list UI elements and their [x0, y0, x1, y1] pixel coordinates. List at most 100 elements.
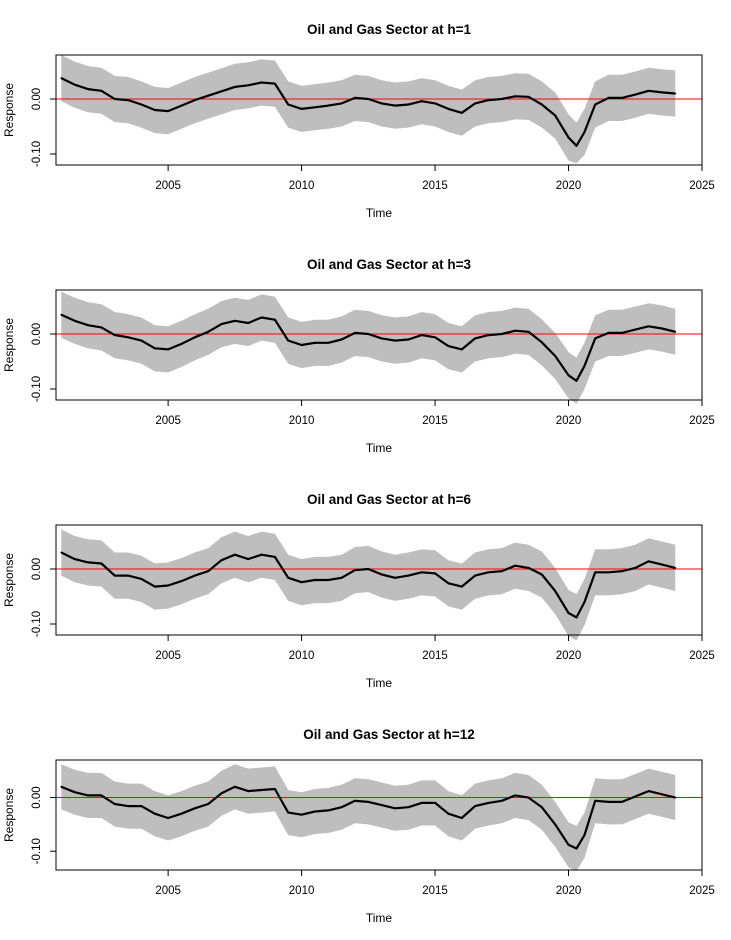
x-tick-label: 2020 [556, 885, 582, 897]
data-point [113, 98, 116, 100]
data-point [567, 374, 570, 377]
data-point [167, 110, 170, 112]
data-point [314, 579, 316, 581]
y-tick-label: -0.10 [31, 611, 43, 637]
x-axis-label: Time [366, 911, 393, 925]
data-point [247, 84, 250, 87]
chart-title: Oil and Gas Sector at h=1 [307, 22, 471, 37]
plot-frame [55, 289, 703, 401]
data-point [583, 601, 586, 603]
data-point [527, 796, 530, 799]
data-point [540, 341, 543, 344]
data-point [100, 89, 103, 92]
x-tick-label: 2005 [155, 180, 181, 192]
data-point [514, 329, 516, 332]
x-tick-label: 2015 [422, 885, 448, 897]
data-point [60, 313, 63, 316]
data-point [621, 97, 623, 99]
data-point [87, 88, 89, 90]
data-point [567, 136, 570, 139]
data-point [354, 799, 356, 802]
data-point [621, 801, 623, 803]
data-point [287, 811, 290, 814]
x-tick-label: 2005 [155, 415, 181, 427]
response-line [60, 313, 676, 382]
data-point [193, 99, 196, 101]
data-point [314, 106, 316, 109]
data-point [73, 319, 76, 322]
data-point [487, 802, 490, 804]
data-point [634, 93, 637, 96]
data-point [274, 788, 276, 790]
data-point [60, 551, 63, 554]
data-point [540, 573, 543, 576]
data-point [434, 572, 436, 575]
data-point [474, 805, 476, 807]
data-point [394, 576, 396, 579]
data-point [327, 341, 330, 344]
data-point [167, 817, 170, 819]
data-point [407, 103, 410, 106]
data-point [207, 94, 210, 97]
data-point [420, 571, 423, 574]
data-point [500, 799, 503, 802]
data-point [314, 341, 316, 344]
chart-panel-3: Oil and Gas Sector at h=6 2005 2010 2015 202… [2, 492, 715, 690]
data-point [661, 91, 663, 94]
y-tick-label: -0.10 [31, 376, 43, 402]
data-point [575, 144, 578, 147]
data-point [73, 558, 76, 560]
x-tick-label: 2010 [289, 415, 315, 427]
data-point [394, 339, 396, 342]
data-point [127, 99, 129, 101]
data-point [487, 99, 490, 101]
data-point [220, 323, 223, 325]
data-point [634, 567, 637, 569]
data-point [180, 343, 183, 345]
data-point [234, 553, 236, 556]
data-point [460, 817, 463, 819]
y-axis-label: Response [2, 83, 16, 137]
data-point [300, 813, 303, 816]
data-point [153, 585, 156, 588]
response-line [60, 551, 676, 619]
data-point [474, 102, 476, 105]
data-point [180, 812, 183, 815]
response-line [60, 785, 676, 850]
data-point [153, 109, 156, 111]
data-point [647, 790, 650, 792]
chart-title: Oil and Gas Sector at h=3 [307, 257, 471, 272]
data-point [314, 810, 316, 813]
data-point [567, 843, 570, 846]
data-point [394, 104, 396, 107]
data-point [274, 318, 276, 321]
data-point [87, 561, 89, 564]
data-point [583, 834, 586, 836]
data-point [674, 567, 677, 569]
x-tick-label: 2020 [556, 180, 582, 192]
data-point [554, 823, 557, 826]
x-tick-label: 2005 [155, 885, 181, 897]
confidence-band [61, 529, 676, 641]
data-point [661, 327, 663, 330]
y-tick-label: 0.00 [31, 323, 43, 345]
data-point [583, 365, 586, 367]
y-axis-label: Response [2, 788, 16, 842]
data-point [447, 345, 450, 347]
data-point [113, 334, 116, 336]
x-tick-label: 2020 [556, 415, 582, 427]
x-tick-label: 2020 [556, 650, 582, 662]
data-point [340, 338, 343, 341]
data-point [594, 799, 597, 802]
x-tick-label: 2015 [422, 180, 448, 192]
data-point [260, 553, 263, 556]
data-point [514, 564, 516, 567]
data-point [287, 339, 290, 342]
data-point [60, 77, 63, 79]
response-line [60, 77, 676, 147]
data-point [661, 563, 663, 566]
data-point [260, 316, 263, 319]
data-point [487, 571, 490, 574]
confidence-band [61, 291, 676, 404]
data-point [180, 104, 183, 107]
